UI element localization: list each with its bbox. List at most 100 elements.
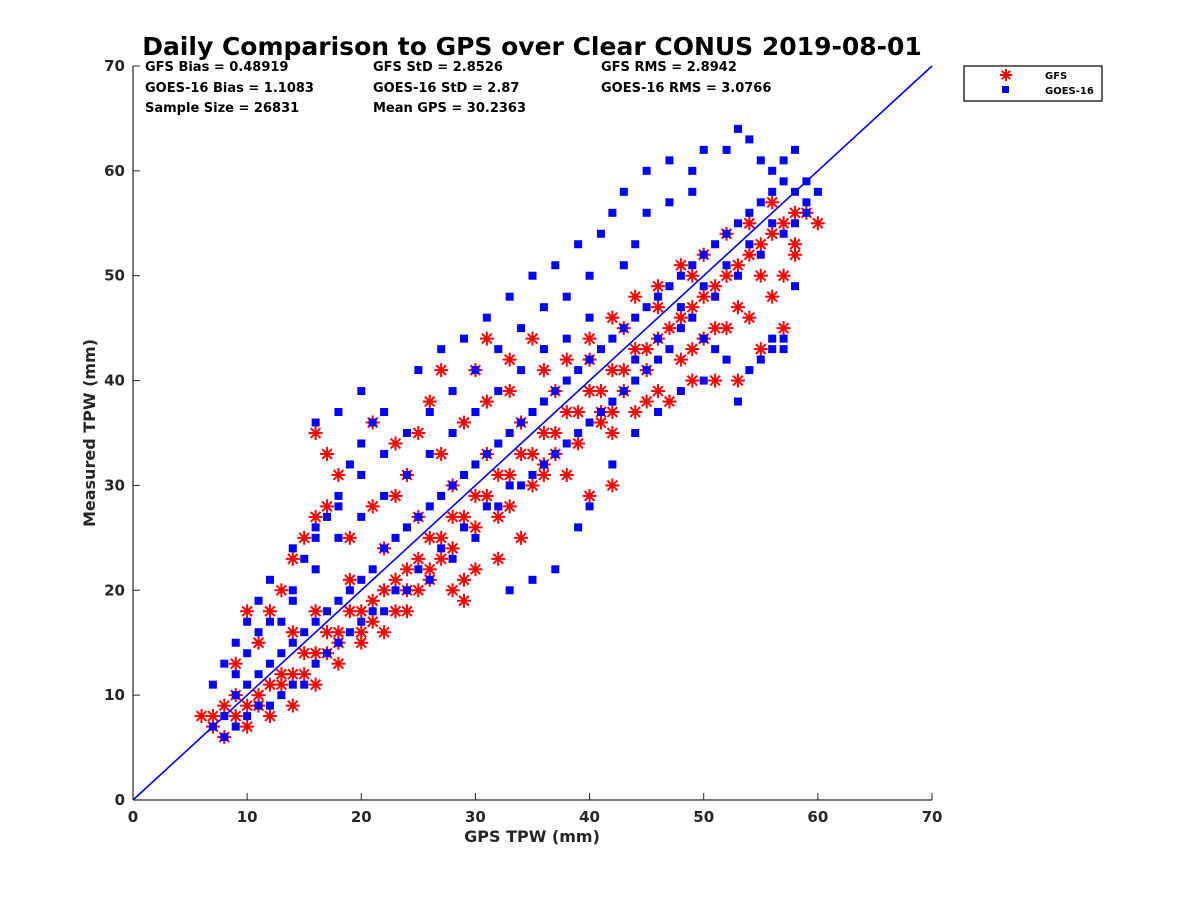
goes16-point [539, 303, 548, 312]
gfs-point [262, 604, 277, 619]
goes16-point [551, 449, 560, 458]
goes16-point [323, 607, 332, 616]
gfs-point [491, 509, 506, 524]
goes16-point [494, 387, 503, 396]
goes16-point [539, 397, 548, 406]
goes16-point [243, 649, 252, 658]
gfs-point [434, 530, 449, 545]
goes16-point [539, 345, 548, 354]
gfs-point [342, 572, 357, 587]
gfs-point [708, 279, 723, 294]
goes16-point [425, 502, 434, 511]
goes16-point [311, 533, 320, 542]
goes16-point [391, 533, 400, 542]
gfs-point [651, 300, 666, 315]
goes16-point [551, 261, 560, 270]
goes16-point [802, 208, 811, 217]
goes16-point [619, 324, 628, 333]
gfs-point [308, 509, 323, 524]
legend: GFS GOES-16 [963, 65, 1103, 102]
goes16-point [265, 617, 274, 626]
plot-area [132, 65, 933, 801]
goes16-point [311, 565, 320, 574]
gfs-point [753, 268, 768, 283]
gfs-point [457, 593, 472, 608]
gfs-point [320, 446, 335, 461]
gfs-point [388, 436, 403, 451]
goes16-point [437, 544, 446, 553]
gfs-point [548, 426, 563, 440]
goes16-point [494, 345, 503, 354]
goes16-point [722, 145, 731, 154]
goes16-point [642, 303, 651, 312]
goes16-point [482, 313, 491, 322]
goes16-point [711, 292, 720, 301]
gfs-point [662, 394, 677, 409]
goes16-point [631, 313, 640, 322]
goes16-point [277, 691, 286, 700]
goes16-point [779, 334, 788, 343]
gfs-point [377, 583, 392, 598]
goes16-point [300, 680, 309, 689]
goes16-point [448, 554, 457, 563]
gfs-point [251, 635, 266, 650]
gfs-point [228, 656, 243, 671]
stat-goes-std: GOES-16 StD = 2.87 [373, 81, 519, 96]
goes16-point [380, 607, 389, 616]
gfs-point [639, 342, 654, 357]
goes16-point [243, 712, 252, 721]
gfs-point [479, 331, 494, 346]
gfs-point [730, 258, 745, 273]
goes16-point [539, 460, 548, 469]
y-tick-label: 60 [104, 162, 125, 180]
gfs-point [765, 226, 780, 241]
goes16-point [380, 544, 389, 553]
goes16-point [528, 271, 537, 280]
gfs-point [628, 405, 643, 420]
gfs-point [320, 499, 335, 514]
x-tick-label: 30 [465, 808, 486, 826]
goes16-point [631, 376, 640, 385]
goes16-point [802, 198, 811, 207]
gfs-point [742, 310, 757, 325]
gfs-point [342, 530, 357, 545]
gfs-point [274, 677, 289, 692]
y-ticks: 0 10 20 30 40 50 60 70 [104, 57, 140, 809]
gfs-point [753, 342, 768, 357]
gfs-point [468, 520, 483, 535]
goes16-point [208, 680, 217, 689]
goes16-point [733, 219, 742, 228]
gfs-point [377, 625, 392, 640]
x-ticks: 0 10 20 30 40 50 60 70 [128, 793, 942, 826]
gfs-point [331, 656, 346, 671]
gfs-point [582, 488, 597, 503]
gfs-point [673, 352, 688, 367]
goes16-point [231, 670, 240, 679]
gfs-point [582, 331, 597, 346]
goes16-point [585, 355, 594, 364]
goes16-point [311, 418, 320, 427]
gfs-point [479, 394, 494, 409]
legend-goes16-label: GOES-16 [1045, 86, 1094, 97]
goes16-point [733, 271, 742, 280]
goes16-point [345, 460, 354, 469]
gfs-point [445, 541, 460, 556]
gfs-point [479, 488, 494, 503]
goes16-point [665, 345, 674, 354]
gfs-point [502, 352, 517, 367]
goes16-point [323, 512, 332, 521]
gfs-point [274, 583, 289, 598]
goes16-point [779, 345, 788, 354]
goes16-point [642, 366, 651, 375]
goes16-point [471, 460, 480, 469]
goes16-point [551, 387, 560, 396]
goes16-point [756, 156, 765, 165]
gfs-point [536, 467, 551, 482]
goes16-point [517, 418, 526, 427]
y-tick-label: 30 [104, 476, 125, 494]
gfs-point [525, 478, 540, 493]
legend-goes16-square-icon [1002, 86, 1009, 93]
goes16-point [357, 512, 366, 521]
goes16-point [791, 219, 800, 228]
gfs-point [651, 279, 666, 294]
